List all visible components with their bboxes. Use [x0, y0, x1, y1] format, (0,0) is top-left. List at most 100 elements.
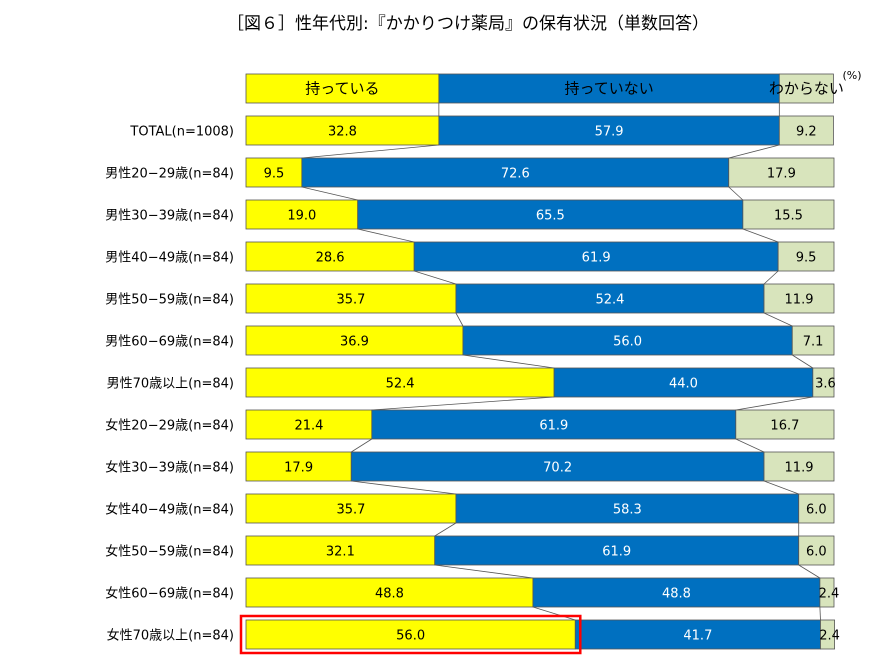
bar-7-1: [371, 409, 737, 440]
category-label-8: 女性30−39歳(n=84): [105, 460, 234, 476]
unit-label: (%): [842, 69, 861, 82]
bar-6-0: [245, 367, 555, 398]
connector-1-0: [301, 144, 439, 159]
connector-3-1: [742, 228, 779, 243]
data-label-11-0: 48.8: [375, 587, 404, 602]
data-label-9-0: 35.7: [336, 503, 365, 518]
data-label-9-2: 6.0: [806, 503, 827, 518]
data-label-1-2: 17.9: [767, 167, 796, 182]
bar-5-0: [245, 325, 464, 356]
connector-5-0: [455, 312, 464, 327]
data-label-10-0: 32.1: [326, 545, 355, 560]
connector-1-1: [728, 144, 780, 159]
category-label-7: 女性20−29歳(n=84): [105, 418, 234, 434]
data-label-1-1: 72.6: [501, 167, 530, 182]
bar-6-2: [812, 367, 835, 398]
data-label-5-0: 36.9: [340, 335, 369, 350]
legend-swatch-0: [245, 73, 440, 104]
data-label-5-1: 56.0: [613, 335, 642, 350]
category-label-4: 男性50−59歳(n=84): [105, 293, 234, 308]
legend-label-1: 持っていない: [564, 80, 653, 98]
data-label-2-0: 19.0: [287, 209, 316, 224]
data-label-8-2: 11.9: [785, 461, 814, 476]
bar-6-1: [553, 367, 814, 398]
data-label-11-1: 48.8: [662, 587, 691, 602]
legend-swatch-1: [438, 73, 780, 104]
connector-9-0: [351, 480, 456, 495]
connector-2-1: [728, 186, 744, 201]
bar-1-1: [301, 157, 730, 188]
connector-4-0: [414, 270, 457, 285]
bar-9-1: [455, 493, 800, 524]
connector-7-0: [371, 396, 555, 411]
data-label-12-0: 56.0: [396, 629, 425, 644]
data-label-4-2: 11.9: [785, 293, 814, 308]
bar-9-0: [245, 493, 457, 524]
bar-7-2: [735, 409, 835, 440]
bar-8-0: [245, 451, 352, 482]
bars: [245, 115, 835, 650]
connector-6-0: [462, 354, 555, 369]
data-label-3-1: 61.9: [582, 251, 611, 266]
data-label-7-1: 61.9: [539, 419, 568, 434]
category-label-12: 女性70歳以上(n=84): [107, 628, 234, 644]
connector-3-0: [357, 228, 415, 243]
connector-7-1: [735, 396, 813, 411]
data-label-7-0: 21.4: [294, 419, 323, 434]
data-label-4-0: 35.7: [336, 293, 365, 308]
data-labels: 32.8 57.9 9.2 9.5 72.6 17.9 19.0 65.5 15.5 28.6 61…: [264, 125, 840, 644]
data-label-12-2: 2.4: [819, 629, 840, 644]
data-label-6-2: 3.6: [815, 377, 836, 392]
bar-11-1: [532, 577, 821, 608]
connector-12-1: [819, 606, 821, 621]
connector-8-1: [735, 438, 765, 453]
chart-title: ［図６］性年代別:『かかりつけ薬局』の保有状況（単数回答）: [227, 14, 709, 34]
category-labels: TOTAL(n=1008) 男性20−29歳(n=84) 男性30−39歳(n=84…: [105, 125, 234, 644]
bar-7-0: [245, 409, 373, 440]
bar-1-2: [728, 157, 835, 188]
category-label-10: 女性50−59歳(n=84): [105, 544, 234, 560]
bar-0-2: [778, 115, 834, 146]
data-label-6-0: 52.4: [386, 377, 415, 392]
bar-3-0: [245, 241, 415, 272]
category-label-1: 男性20−29歳(n=84): [105, 167, 234, 182]
bar-4-0: [245, 283, 457, 314]
bar-3-2: [777, 241, 835, 272]
connector-9-1: [763, 480, 799, 495]
highlight-rect: [239, 614, 582, 655]
data-label-1-0: 9.5: [264, 167, 285, 182]
data-label-12-1: 41.7: [683, 629, 712, 644]
legend-swatch-2: [778, 73, 834, 104]
data-label-8-0: 17.9: [284, 461, 313, 476]
bar-1-0: [245, 157, 303, 188]
data-label-4-1: 52.4: [595, 293, 624, 308]
connector-6-1: [792, 354, 814, 369]
bar-0-0: [245, 115, 440, 146]
bar-12-1: [574, 619, 821, 650]
connector-2-0: [301, 186, 358, 201]
data-label-0-0: 32.8: [328, 125, 357, 140]
category-label-0: TOTAL(n=1008): [129, 125, 234, 140]
bar-12-2: [820, 619, 835, 650]
bar-2-2: [742, 199, 835, 230]
bar-9-2: [798, 493, 835, 524]
connector-11-0: [434, 564, 533, 579]
data-label-3-0: 28.6: [316, 251, 345, 266]
category-label-3: 男性40−49歳(n=84): [105, 251, 234, 266]
category-label-5: 男性60−69歳(n=84): [105, 335, 234, 350]
legend-label-0: 持っている: [305, 80, 379, 98]
data-label-5-2: 7.1: [803, 335, 824, 350]
legend: 持っている 持っていない わからない: [245, 73, 844, 104]
highlight-box: [239, 614, 582, 655]
legend-label-2: わからない: [769, 80, 844, 98]
data-label-6-1: 44.0: [669, 377, 698, 392]
data-label-9-1: 58.3: [613, 503, 642, 518]
category-label-11: 女性60−69歳(n=84): [105, 586, 234, 602]
data-label-8-1: 70.2: [543, 461, 572, 476]
data-label-3-2: 9.5: [796, 251, 817, 266]
connector-4-1: [763, 270, 779, 285]
data-label-2-1: 65.5: [536, 209, 565, 224]
data-label-2-2: 15.5: [774, 209, 803, 224]
bar-2-1: [357, 199, 744, 230]
